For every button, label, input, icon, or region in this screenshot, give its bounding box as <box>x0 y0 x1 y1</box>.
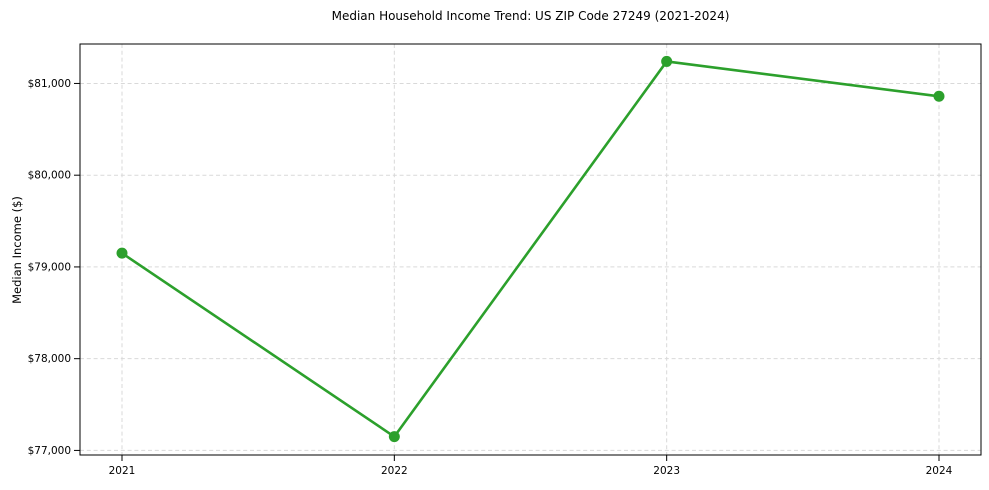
y-tick-label: $77,000 <box>28 445 71 457</box>
plot-border <box>79 43 982 456</box>
y-tick-label: $78,000 <box>28 353 71 365</box>
data-point-marker <box>661 55 673 67</box>
data-point-marker <box>933 90 945 102</box>
data-point-marker <box>116 247 128 259</box>
y-tick-label: $79,000 <box>28 261 71 273</box>
chart-title: Median Household Income Trend: US ZIP Co… <box>331 9 730 23</box>
trend-line <box>120 60 941 438</box>
x-tick-label: 2021 <box>109 465 136 477</box>
x-tick-label: 2022 <box>381 465 408 477</box>
data-point-marker <box>388 431 400 443</box>
y-tick-label: $80,000 <box>28 170 71 182</box>
y-tick-label: $81,000 <box>28 78 71 90</box>
x-tick-label: 2024 <box>926 465 953 477</box>
x-tick-label: 2023 <box>653 465 680 477</box>
